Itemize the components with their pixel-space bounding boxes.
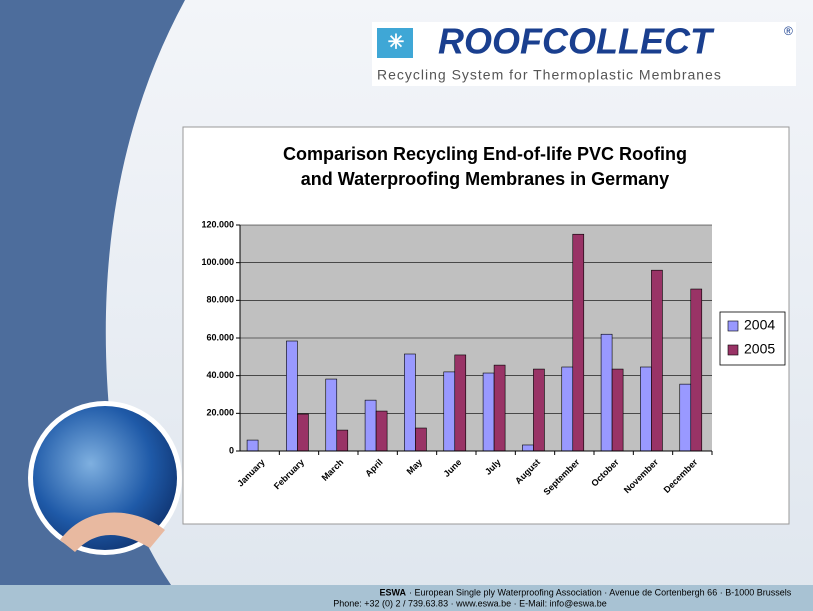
bar: [680, 384, 691, 451]
logo-icon-glyph: ✳: [388, 31, 405, 53]
footer-contact: Phone: +32 (0) 2 / 739.63.83 · www.eswa.…: [333, 598, 607, 608]
bar: [562, 367, 573, 451]
logo-registered: ®: [784, 24, 793, 38]
slide: ✳ ROOFCOLLECT ® Recycling System for The…: [0, 0, 813, 611]
y-tick-label: 100.000: [201, 257, 234, 267]
bar: [522, 445, 533, 451]
bar: [455, 355, 466, 451]
bar: [533, 369, 544, 451]
footer-address: · European Single ply Waterproofing Asso…: [409, 587, 792, 597]
legend-swatch: [728, 321, 738, 331]
bar: [326, 379, 337, 451]
footer-org: ESWA: [379, 587, 406, 597]
legend-label: 2004: [744, 317, 775, 333]
bar: [365, 400, 376, 451]
bar: [601, 334, 612, 451]
bar: [247, 440, 258, 451]
bar: [376, 411, 387, 451]
chart-title: Comparison Recycling End-of-life PVC Roo…: [283, 144, 687, 164]
bar: [691, 289, 702, 451]
bar: [612, 369, 623, 451]
bar: [415, 428, 426, 451]
y-tick-label: 20.000: [206, 408, 234, 418]
logo: ROOFCOLLECT: [438, 21, 715, 62]
bar: [573, 234, 584, 451]
chart-title: and Waterproofing Membranes in Germany: [301, 169, 669, 189]
bar: [404, 354, 415, 451]
bar: [640, 367, 651, 451]
bar: [494, 365, 505, 451]
legend-label: 2005: [744, 341, 775, 357]
bar: [483, 373, 494, 451]
y-tick-label: 60.000: [206, 332, 234, 342]
y-tick-label: 80.000: [206, 295, 234, 305]
bar: [444, 372, 455, 451]
y-tick-label: 120.000: [201, 219, 234, 229]
bar: [286, 341, 297, 451]
bar: [651, 270, 662, 451]
logo-tagline: Recycling System for Thermoplastic Membr…: [377, 67, 722, 83]
bar: [337, 430, 348, 451]
bar: [297, 414, 308, 451]
page: ✳ ROOFCOLLECT ® Recycling System for The…: [0, 0, 813, 611]
y-tick-label: 0: [229, 445, 234, 455]
y-tick-label: 40.000: [206, 370, 234, 380]
legend-swatch: [728, 345, 738, 355]
